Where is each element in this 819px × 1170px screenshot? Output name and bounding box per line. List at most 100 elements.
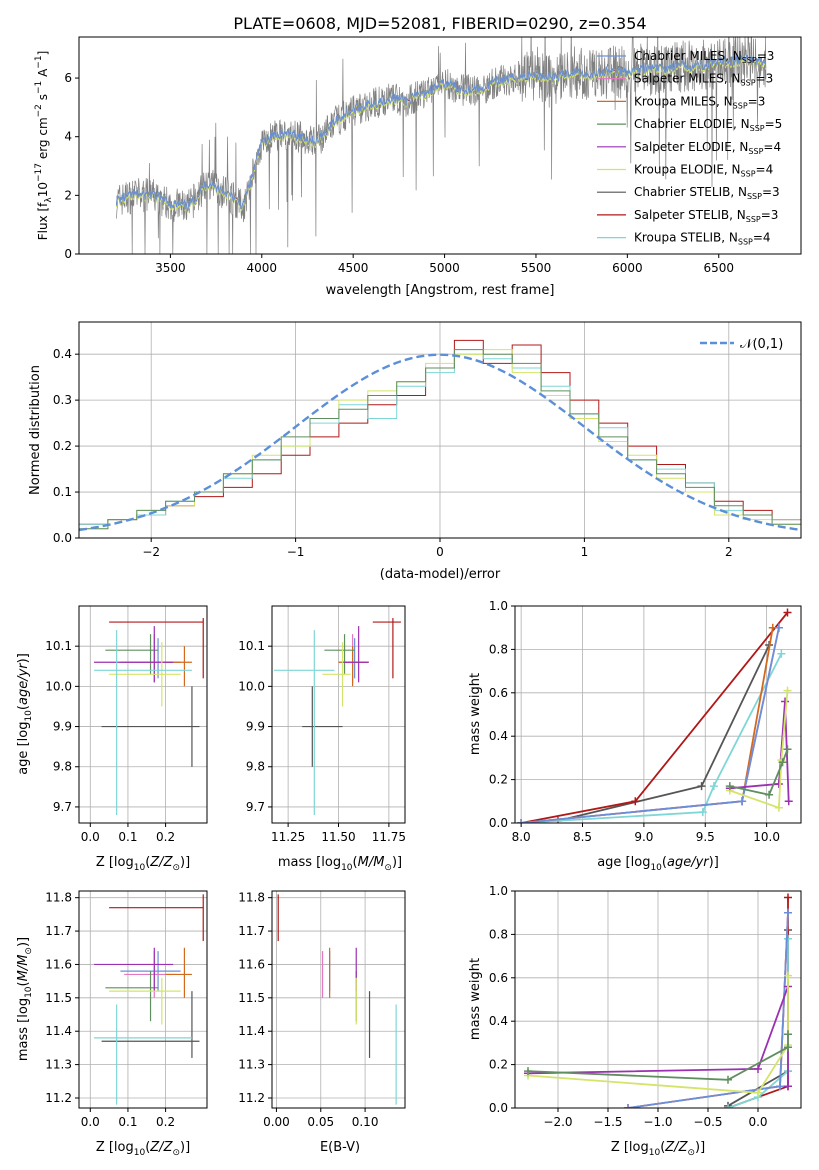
mass-weight-marker: [765, 790, 774, 799]
y-tick-label: 6: [64, 71, 72, 85]
mass-weight-marker: [784, 1082, 792, 1091]
mass-weight-marker: [754, 1064, 762, 1073]
x-tick-label: −1.5: [593, 1115, 622, 1129]
plot-area: [277, 894, 397, 1105]
age-vs-metallicity-panel: 0.0 0.1 0.2 9.7 9.8 9.9 10.0 10.1 Z [log10(Z/Z⊙)…: [16, 605, 208, 873]
y-tick-label: 0.4: [489, 1014, 508, 1028]
y-tick-label: 9.9: [53, 720, 72, 734]
y-tick-label: 11.3: [45, 1058, 72, 1072]
x-tick-label: 0.0: [81, 830, 100, 844]
x-tick-label: −0.5: [693, 1115, 722, 1129]
mass-weight-marker: [781, 697, 790, 706]
age-vs-mass-panel: 11.25 11.50 11.75 9.7 9.8 9.9 10.0 10.1 mass [lo…: [238, 605, 406, 873]
mass-weight-marker: [738, 797, 747, 806]
y-tick-label: 10.0: [45, 679, 72, 693]
y-tick-label: 10.1: [45, 639, 72, 653]
mass-weight-marker: [754, 1088, 762, 1097]
y-tick-label: 0.3: [53, 393, 72, 407]
y-tick-label: 0.0: [489, 1101, 508, 1115]
spectrum-model-line: [116, 54, 767, 212]
normal-distribution-curve: [79, 353, 801, 532]
y-axis-label: mass weight: [468, 673, 483, 755]
mass-weight-marker: [784, 797, 793, 806]
x-tick-label: 10.0: [753, 830, 780, 844]
y-tick-label: 9.7: [53, 800, 72, 814]
mass-weight-marker: [784, 1043, 792, 1052]
legend-entry: Salpeter ELODIE, NSSP=4: [634, 140, 781, 156]
x-tick-label: 9.5: [696, 830, 715, 844]
y-tick-label: 0.0: [489, 816, 508, 830]
mass-weight-marker: [774, 623, 783, 632]
plot-area: [79, 339, 801, 532]
x-tick-label: 6500: [703, 261, 734, 275]
x-tick-label: −2.0: [543, 1115, 572, 1129]
x-tick-label: 11.25: [271, 830, 305, 844]
y-tick-label: 9.8: [246, 760, 265, 774]
x-axis-label: E(B-V): [320, 1140, 360, 1155]
x-tick-label: 0: [436, 545, 444, 559]
legend-entry: Chabrier MILES, NSSP=3: [634, 49, 774, 65]
mass-weight-marker: [624, 1104, 632, 1108]
plot-area: [94, 894, 204, 1105]
x-tick-label: 1: [581, 545, 589, 559]
x-tick-label: −1: [287, 545, 305, 559]
mass-weight-marker: [784, 1030, 792, 1039]
mass-weight-marker: [725, 782, 734, 791]
mass-weight-marker: [783, 608, 792, 617]
y-tick-label: 11.5: [45, 991, 72, 1005]
y-tick-label: 1.0: [489, 599, 508, 613]
x-tick-label: 0.2: [156, 830, 175, 844]
mass-weight-marker: [774, 779, 783, 788]
y-tick-label: 11.7: [45, 924, 72, 938]
mass-weight-marker: [783, 686, 792, 695]
legend-entry: Kroupa MILES, NSSP=3: [634, 94, 765, 110]
mass-weight-marker: [724, 1075, 732, 1084]
axes-frame: [271, 890, 406, 1109]
x-tick-label: −2: [142, 545, 160, 559]
residual-histogram-panel: −2 −1 0 1 2 0.0 0.1 0.2 0.3 0.4 (data-model)/error…: [28, 321, 802, 582]
mass-weight-line: [729, 748, 789, 796]
y-tick-label: 11.6: [238, 957, 265, 971]
mass-weight-line: [557, 644, 770, 822]
legend-entry: Chabrier STELIB, NSSP=3: [634, 185, 780, 201]
y-tick-label: 11.3: [238, 1058, 265, 1072]
plot-area: [274, 618, 401, 815]
mass-weight-marker: [709, 782, 718, 791]
x-tick-label: 0.0: [748, 1115, 767, 1129]
mass-weight-marker: [697, 782, 706, 791]
x-tick-label: 8.0: [512, 830, 531, 844]
legend-entry: Salpeter MILES, NSSP=3: [634, 72, 773, 88]
legend-entry: Salpeter STELIB, NSSP=3: [634, 208, 778, 224]
legend-entry: Kroupa ELODIE, NSSP=4: [634, 163, 773, 179]
y-tick-label: 10.1: [238, 639, 265, 653]
x-tick-label: 3500: [155, 261, 186, 275]
x-tick-label: 4500: [338, 261, 369, 275]
legend-entry: Chabrier ELODIE, NSSP=5: [634, 117, 782, 133]
spectrum-data-line: [116, 37, 767, 254]
x-tick-label: 0.00: [263, 1115, 290, 1129]
y-tick-label: 4: [64, 130, 72, 144]
x-tick-label: −1.0: [643, 1115, 672, 1129]
axes-frame: [78, 321, 802, 539]
y-tick-label: 0: [64, 247, 72, 261]
x-axis-label: Z [log10(Z/Z⊙)]: [96, 1140, 190, 1158]
x-tick-label: 8.5: [573, 830, 592, 844]
y-tick-label: 2: [64, 188, 72, 202]
mass-weight-marker: [774, 803, 783, 812]
x-axis-label: wavelength [Angstrom, rest frame]: [326, 283, 555, 298]
mass-weight-marker: [724, 1104, 732, 1108]
x-tick-label: 0.2: [156, 1115, 175, 1129]
mass-weight-line: [729, 690, 789, 810]
y-tick-label: 0.2: [489, 1058, 508, 1072]
y-tick-label: 11.2: [45, 1091, 72, 1105]
x-axis-label: Z [log10(Z/Z⊙)]: [611, 1140, 705, 1158]
y-tick-label: 11.4: [238, 1024, 265, 1038]
y-tick-label: 0.8: [489, 642, 508, 656]
y-tick-label: 11.8: [238, 891, 265, 905]
y-tick-label: 0.6: [489, 971, 508, 985]
y-tick-label: 9.7: [246, 800, 265, 814]
axes-frame: [514, 605, 802, 824]
x-tick-label: 5000: [429, 261, 460, 275]
axes-frame: [78, 890, 208, 1109]
